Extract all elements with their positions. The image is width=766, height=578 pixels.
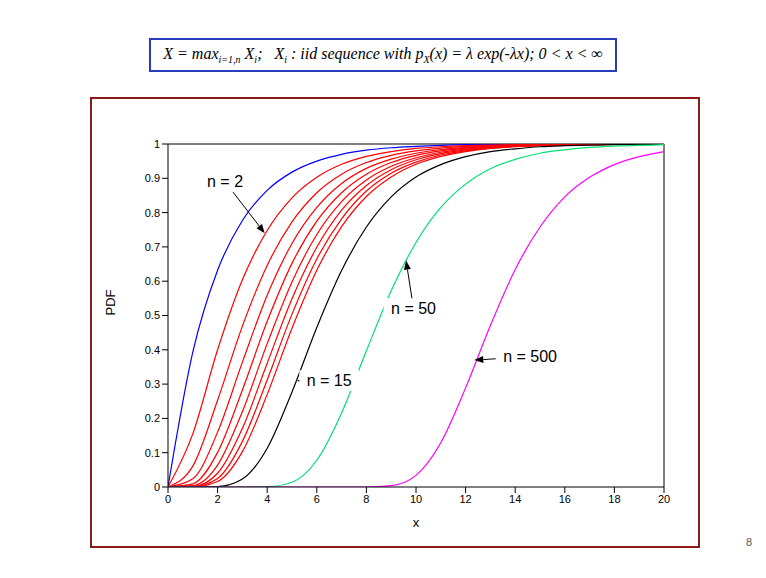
svg-text:0.6: 0.6: [145, 275, 160, 287]
svg-text:n = 15: n = 15: [307, 372, 352, 389]
svg-text:4: 4: [264, 493, 270, 505]
html-text:X = maxi=1,nXi; Xi: iid sequen: X = maxi=1,nXi; Xi: iid sequence with pX…: [163, 45, 603, 66]
svg-text:n = 50: n = 50: [391, 300, 436, 317]
svg-text:0.2: 0.2: [145, 412, 160, 424]
svg-text:0.9: 0.9: [145, 172, 160, 184]
svg-text:n = 500: n = 500: [503, 348, 557, 365]
svg-text:10: 10: [410, 493, 422, 505]
svg-text:0: 0: [165, 493, 171, 505]
svg-text:2: 2: [215, 493, 221, 505]
svg-text:8: 8: [363, 493, 369, 505]
svg-text:0.5: 0.5: [145, 309, 160, 321]
svg-text:x: x: [413, 515, 420, 530]
svg-text:0.1: 0.1: [145, 447, 160, 459]
svg-text:16: 16: [559, 493, 571, 505]
html-text:8: 8: [745, 536, 752, 548]
svg-text:20: 20: [658, 493, 670, 505]
svg-text:12: 12: [459, 493, 471, 505]
svg-text:0: 0: [154, 481, 160, 493]
svg-text:0.8: 0.8: [145, 207, 160, 219]
svg-text:14: 14: [509, 493, 521, 505]
svg-text:0.3: 0.3: [145, 378, 160, 390]
svg-text:PDF: PDF: [103, 289, 118, 315]
svg-text:n = 2: n = 2: [207, 173, 243, 190]
svg-text:0.4: 0.4: [145, 344, 160, 356]
svg-text:0.7: 0.7: [145, 241, 160, 253]
svg-text:18: 18: [608, 493, 620, 505]
svg-text:6: 6: [314, 493, 320, 505]
svg-text:1: 1: [154, 138, 160, 150]
